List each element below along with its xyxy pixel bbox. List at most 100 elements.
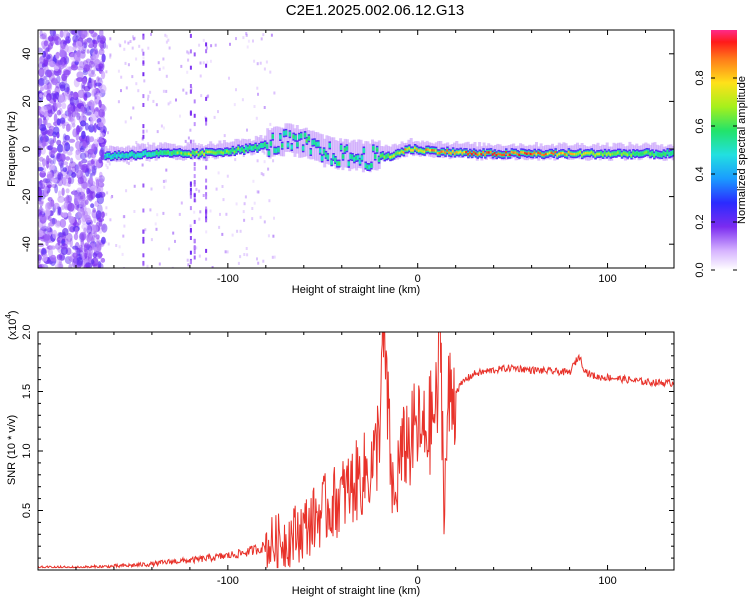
spectrogram-speckle <box>63 196 71 204</box>
ridge-halo <box>300 129 304 158</box>
ridge-core <box>381 153 385 157</box>
spectrogram-speckle <box>53 65 60 72</box>
spectrogram-speckle <box>69 237 73 248</box>
ridge-core <box>613 152 616 155</box>
ridge-core <box>406 148 409 151</box>
spectrogram-speckle <box>42 57 50 68</box>
spectrogram-speckle <box>43 75 48 81</box>
spectrogram-speckle <box>165 89 168 93</box>
ridge-core <box>603 151 607 154</box>
ridge-core <box>634 152 637 156</box>
spectrogram-speckle <box>39 200 44 207</box>
spectrogram-speckle <box>59 30 64 38</box>
spectrogram-speckle <box>192 139 195 143</box>
ridge-core <box>415 148 419 151</box>
spectrogram-speckle <box>68 216 75 224</box>
spectrogram-streak <box>142 229 145 234</box>
spectrogram-streak <box>193 99 196 104</box>
spectrogram-speckle <box>46 93 52 102</box>
spectrogram-speckle <box>67 202 75 212</box>
ridge-core <box>252 146 255 150</box>
ridge-core <box>453 152 457 155</box>
spectrogram-speckle <box>106 46 108 50</box>
svg-text:(x104): (x104) <box>4 310 19 340</box>
ridge-core <box>260 144 263 147</box>
spectrogram-speckle <box>233 103 236 107</box>
snr-plot-area <box>38 332 674 570</box>
spectrogram-speckle <box>64 142 71 152</box>
snr-x-tick-label: 0 <box>415 575 421 587</box>
spectrogram-speckle <box>52 30 57 37</box>
spectrogram-speckle <box>88 77 92 83</box>
ridge-core <box>645 150 648 154</box>
spectrogram-speckle <box>105 212 108 216</box>
spectrogram-speckle <box>205 46 208 50</box>
spectrogram-speckle <box>197 143 200 147</box>
spectrogram-streak <box>142 208 145 213</box>
ridge-halo <box>391 144 395 159</box>
ridge-core <box>112 155 115 158</box>
spectrogram-speckle <box>75 140 82 150</box>
colorbar-tick-label: 0.4 <box>694 166 706 181</box>
spectrogram-speckle <box>55 220 62 227</box>
spectrogram-speckle <box>80 105 85 114</box>
spectrogram-speckle <box>217 110 219 114</box>
spectrogram-speckle <box>79 231 87 241</box>
ridge-core <box>620 153 624 156</box>
ridge-halo <box>653 142 657 157</box>
ridge-core <box>548 151 552 154</box>
ridge-halo <box>339 138 343 167</box>
spectrogram-speckle <box>71 172 77 178</box>
ridge-core <box>131 152 134 155</box>
spectrogram-speckle <box>269 70 272 74</box>
spectrogram-speckle <box>157 61 160 65</box>
ridge-core <box>205 150 208 153</box>
spectrogram-speckle <box>253 59 256 63</box>
ridge-core <box>290 145 293 149</box>
ridge-core <box>262 144 265 147</box>
spectrogram-speckle <box>72 245 79 250</box>
spectrogram-speckle <box>267 167 270 171</box>
spectrogram-speckle <box>51 217 56 225</box>
spectrogram-speckle <box>79 233 85 243</box>
spectrogram-speckle <box>82 195 87 200</box>
spectrogram-speckle <box>57 60 63 65</box>
spectrogram-speckle <box>82 182 89 190</box>
spectrogram-speckle <box>85 168 90 177</box>
spectrogram-speckle <box>74 227 79 235</box>
ridge-core <box>598 152 601 156</box>
spectrogram-speckle <box>247 39 250 43</box>
spectrogram-speckle <box>47 44 51 53</box>
spectrogram-speckle <box>49 160 54 165</box>
spectrogram-speckle <box>40 224 47 230</box>
spectrogram-speckle <box>272 159 275 163</box>
ridge-core <box>108 154 111 157</box>
ridge-halo <box>152 142 156 157</box>
spectrogram-speckle <box>229 42 231 46</box>
spectrogram-speckle <box>63 83 70 93</box>
ridge-core <box>668 153 671 156</box>
spectrogram-speckle <box>45 202 51 212</box>
spectrogram-speckle <box>162 211 165 215</box>
ridge-core <box>233 150 236 154</box>
spectrogram-speckle <box>198 43 201 47</box>
spectrogram-speckle <box>205 230 208 234</box>
ridge-core <box>317 142 320 146</box>
ridge-halo <box>352 139 356 169</box>
snr-ticks: -100 0 100 0.5 1.0 1.5 2.0 <box>21 324 674 587</box>
spectrogram-speckle <box>44 110 49 118</box>
ridge-halo <box>330 137 333 166</box>
spectrogram-y-tick-label: 0 <box>21 146 33 152</box>
spectrogram-streak <box>193 182 196 187</box>
spectrogram-streak <box>142 239 145 244</box>
spectrogram-speckle <box>152 99 155 103</box>
ridge-core <box>470 153 474 156</box>
spectrogram-speckle <box>93 246 97 252</box>
ridge-halo <box>384 144 388 159</box>
spectrogram-speckle <box>198 189 201 193</box>
ridge-core <box>503 153 506 156</box>
spectrogram-speckle <box>182 88 185 92</box>
ridge-core <box>315 143 318 146</box>
colorbar-tick-label: 0.8 <box>694 70 706 85</box>
spectrogram-speckle <box>180 201 183 205</box>
